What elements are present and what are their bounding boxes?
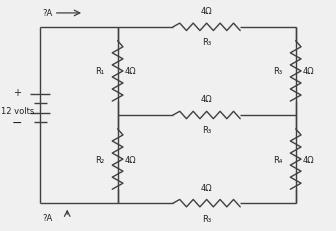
Text: ?A: ?A [42,9,52,18]
Text: ?A: ?A [42,213,52,222]
Text: −: − [11,116,22,129]
Text: R₃: R₃ [202,38,211,47]
Text: R₁: R₁ [95,67,104,76]
Text: 4Ω: 4Ω [302,155,314,164]
Text: 12 volts: 12 volts [1,106,34,115]
Text: 4Ω: 4Ω [302,67,314,76]
Text: R₃: R₃ [273,67,282,76]
Text: 4Ω: 4Ω [201,95,212,104]
Text: R₄: R₄ [273,155,282,164]
Text: 4Ω: 4Ω [124,155,136,164]
Text: R₃: R₃ [202,214,211,223]
Text: 4Ω: 4Ω [124,67,136,76]
Text: R₃: R₃ [202,126,211,135]
Text: +: + [13,87,21,97]
Text: R₂: R₂ [95,155,104,164]
Text: 4Ω: 4Ω [201,7,212,16]
Text: 4Ω: 4Ω [201,183,212,192]
